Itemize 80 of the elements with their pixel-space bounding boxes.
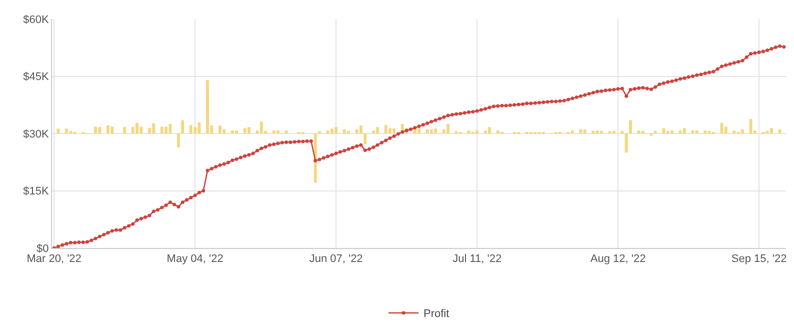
bar — [446, 124, 450, 134]
bar — [110, 126, 114, 134]
bar — [140, 126, 143, 134]
bar — [106, 125, 110, 134]
bar — [276, 130, 280, 134]
bar — [570, 130, 574, 134]
bar — [272, 130, 276, 134]
bar — [164, 126, 168, 134]
x-tick-label: Sep 15, '22 — [731, 253, 787, 266]
bar — [355, 129, 358, 134]
x-tick-label: May 04, '22 — [166, 253, 224, 266]
x-tick-label: Jun 07, '22 — [309, 253, 363, 266]
bar — [243, 128, 246, 134]
bar — [330, 128, 334, 134]
bar — [596, 130, 599, 134]
bar — [222, 129, 226, 134]
bar — [741, 129, 744, 134]
bar — [666, 130, 670, 134]
bar — [426, 129, 429, 134]
bar — [766, 130, 769, 134]
bar — [189, 125, 192, 134]
legend-label: Profit — [424, 308, 450, 320]
bar — [662, 128, 666, 134]
bar — [376, 127, 379, 134]
bar — [248, 127, 250, 134]
y-tick-label: $15K — [23, 186, 50, 198]
bar — [235, 130, 238, 134]
bar — [691, 130, 694, 134]
bar — [770, 128, 773, 134]
bar — [168, 124, 172, 134]
x-tick-label: Jul 11, '22 — [452, 253, 502, 266]
bar — [260, 122, 263, 134]
bar — [359, 125, 362, 134]
y-tick-label: $0 — [36, 242, 49, 255]
bar — [177, 134, 180, 148]
bar — [654, 130, 657, 134]
bar — [94, 126, 97, 134]
bar — [641, 130, 644, 134]
bar — [69, 130, 72, 134]
bar — [284, 130, 288, 134]
bar — [372, 130, 375, 134]
bar — [624, 134, 628, 153]
bar — [724, 126, 728, 134]
bar — [65, 128, 68, 134]
y-tick-label: $60K — [23, 14, 50, 26]
bar — [152, 123, 156, 134]
bar — [682, 128, 686, 134]
bar — [388, 128, 392, 134]
bar — [131, 127, 134, 134]
bar — [136, 122, 138, 134]
bar — [704, 130, 707, 134]
bar — [123, 127, 126, 134]
bar — [612, 130, 616, 134]
bar — [476, 130, 479, 134]
bar — [181, 120, 184, 134]
bar — [347, 130, 350, 134]
bar — [334, 127, 338, 134]
bar — [230, 130, 234, 134]
bar — [484, 130, 487, 134]
bar — [600, 130, 603, 134]
x-tick-label: Aug 12, '22 — [590, 253, 646, 266]
bar — [670, 130, 674, 134]
y-tick-label: $30K — [23, 128, 50, 140]
bar — [732, 130, 736, 134]
bar — [488, 127, 491, 134]
bar — [342, 129, 346, 134]
bar — [98, 127, 102, 134]
bar — [160, 126, 164, 134]
bar — [218, 125, 222, 134]
bar — [364, 134, 367, 144]
bar — [695, 130, 698, 134]
x-tick-label: Mar 20, '22 — [26, 253, 82, 266]
y-tick-label: $45K — [23, 71, 50, 84]
bar — [592, 130, 595, 134]
bar — [206, 80, 209, 134]
bar — [430, 129, 433, 134]
bar — [629, 120, 632, 134]
bar — [384, 125, 388, 134]
bar — [583, 129, 586, 134]
bar — [434, 128, 438, 134]
